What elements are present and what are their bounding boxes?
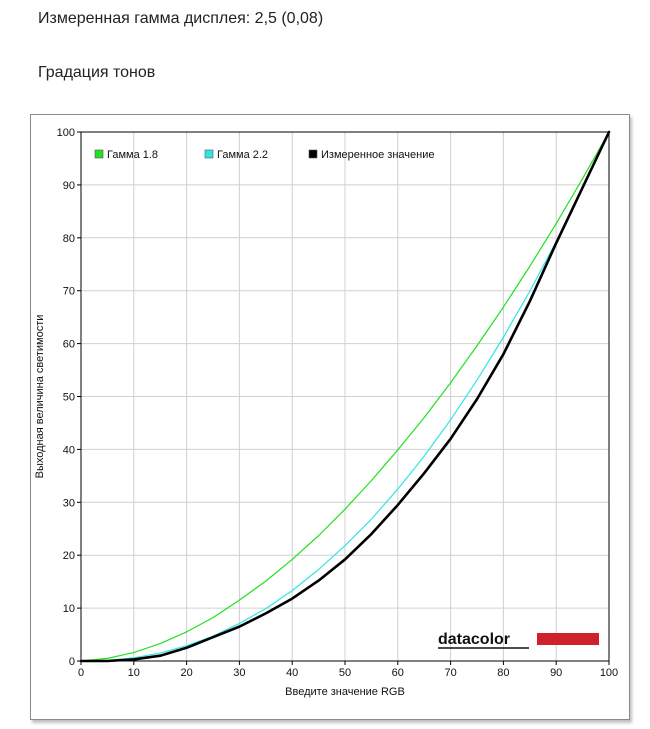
- x-tick-label: 100: [600, 667, 618, 679]
- series-lines: [79, 130, 611, 663]
- y-tick-label: 100: [57, 127, 75, 139]
- y-tick-label: 0: [69, 656, 75, 668]
- axes: 0 10 20 30 40 50 60 70 80 90 100 0 10 20 30 40 50 60 70 80 9…: [57, 127, 619, 679]
- y-tick-label: 90: [63, 180, 75, 192]
- x-tick-label: 50: [339, 667, 351, 679]
- x-axis-title: Введите значение RGB: [285, 686, 405, 698]
- x-tick-label: 70: [444, 667, 456, 679]
- y-tick-label: 70: [63, 286, 75, 298]
- y-tick-label: 50: [63, 392, 75, 404]
- x-tick-label: 40: [286, 667, 298, 679]
- legend-label: Измеренное значение: [321, 149, 435, 161]
- measured-gamma-text: Измеренная гамма дисплея: 2,5 (0,08): [38, 10, 324, 27]
- x-tick-label: 30: [233, 667, 245, 679]
- x-tick-label: 0: [78, 667, 84, 679]
- x-tick-label: 60: [392, 667, 404, 679]
- x-tick-label: 90: [550, 667, 562, 679]
- legend: Гамма 1.8 Гамма 2.2 Измеренное значение: [94, 149, 435, 161]
- logo-text: datacolor: [438, 631, 510, 648]
- series-line-3: [79, 130, 611, 663]
- legend-swatch: [94, 149, 104, 159]
- legend-swatch: [308, 149, 318, 159]
- y-tick-label: 60: [63, 339, 75, 351]
- legend-label: Гамма 2.2: [217, 149, 268, 161]
- x-tick-label: 10: [128, 667, 140, 679]
- y-tick-label: 80: [63, 233, 75, 245]
- tone-gradation-chart: 0 10 20 30 40 50 60 70 80 90 100 0 10 20 30 40 50 60 70 80 9…: [34, 127, 619, 698]
- y-tick-label: 10: [63, 603, 75, 615]
- series-line-2: [80, 131, 610, 662]
- logo-bar: [537, 633, 599, 645]
- series-line-1: [80, 131, 610, 662]
- y-tick-label: 20: [63, 550, 75, 562]
- y-tick-label: 40: [63, 444, 75, 456]
- datacolor-logo: datacolor: [438, 631, 599, 649]
- legend-swatch: [204, 149, 214, 159]
- section-title: Градация тонов: [38, 64, 156, 81]
- chart-frame: 0 10 20 30 40 50 60 70 80 90 100 0 10 20 30 40 50 60 70 80 9…: [30, 114, 630, 720]
- x-tick-label: 80: [497, 667, 509, 679]
- x-tick-label: 20: [180, 667, 192, 679]
- y-tick-label: 30: [63, 497, 75, 509]
- y-axis-title: Выходная величина светимости: [34, 315, 46, 479]
- grid: [81, 132, 609, 661]
- legend-label: Гамма 1.8: [107, 149, 158, 161]
